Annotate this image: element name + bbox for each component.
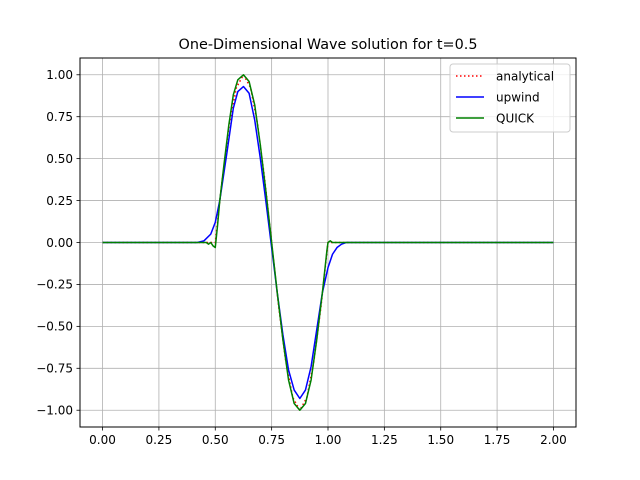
x-tick-label: 1.00	[315, 433, 342, 447]
y-tick-label: 0.75	[46, 110, 73, 124]
y-tick-label: −0.75	[36, 362, 73, 376]
legend-label-upwind: upwind	[496, 90, 540, 104]
x-tick-label: 2.00	[540, 433, 567, 447]
y-tick-label: −1.00	[36, 404, 73, 418]
x-tick-label: 0.75	[258, 433, 285, 447]
x-tick-label: 1.25	[371, 433, 398, 447]
axis-ticks: 0.00 0.25 0.50 0.75 1.00 1.25 1.50 1.75 2.00 1.00…	[36, 68, 567, 447]
x-tick-label: 0.00	[89, 433, 116, 447]
legend-label-quick: QUICK	[496, 111, 535, 125]
y-tick-label: −0.25	[36, 278, 73, 292]
x-tick-label: 1.75	[484, 433, 511, 447]
legend-box	[449, 63, 571, 133]
legend: analytical upwind QUICK	[449, 63, 571, 133]
chart-title: One-Dimensional Wave solution for t=0.5	[179, 37, 478, 53]
y-tick-label: −0.50	[36, 320, 73, 334]
y-tick-label: 0.00	[46, 236, 73, 250]
series-line-quick	[102, 74, 554, 411]
series-lines	[102, 74, 554, 411]
y-tick-label: 0.50	[46, 152, 73, 166]
x-tick-label: 0.50	[202, 433, 229, 447]
legend-label-analytical: analytical	[496, 69, 554, 83]
x-tick-label: 0.25	[146, 433, 173, 447]
x-tick-label: 1.50	[427, 433, 454, 447]
y-tick-label: 0.25	[46, 194, 73, 208]
y-tick-label: 1.00	[46, 68, 73, 82]
